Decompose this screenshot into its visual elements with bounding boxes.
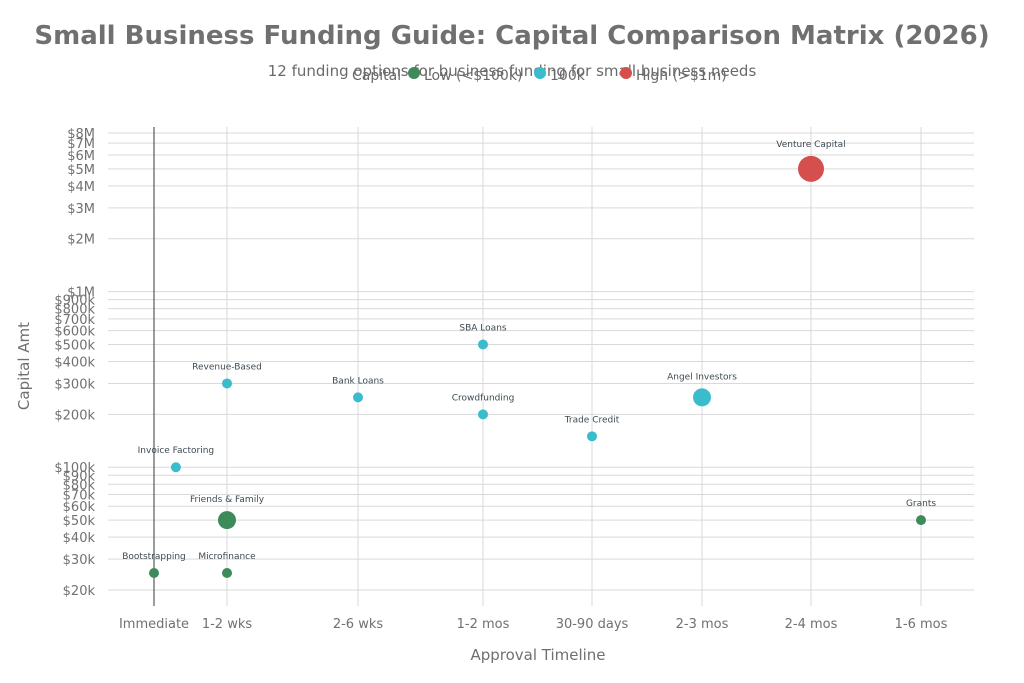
legend-swatch-mid — [534, 67, 546, 79]
y-tick-label: $200k — [54, 408, 95, 423]
y-tick-label: $30k — [63, 553, 96, 568]
data-label: Bank Loans — [332, 376, 384, 386]
x-tick-label: 30-90 days — [556, 617, 629, 632]
data-points — [149, 155, 926, 578]
chart-title: Small Business Funding Guide: Capital Co… — [34, 21, 989, 51]
y-axis-title: Capital Amt — [15, 322, 33, 410]
legend-swatch-low — [408, 67, 420, 79]
data-point — [587, 431, 597, 442]
data-label: Friends & Family — [190, 495, 265, 505]
y-tick-label: $400k — [54, 356, 95, 371]
x-tick-label: 2-6 wks — [333, 617, 384, 632]
x-axis-title: Approval Timeline — [470, 646, 605, 664]
x-axis-ticks: Immediate 1-2 wks 2-6 wks 1-2 mos 30-90 days… — [119, 617, 948, 632]
y-tick-label: $1M — [67, 286, 95, 301]
data-label: Bootstrapping — [122, 552, 186, 562]
y-tick-label: $90k — [63, 469, 96, 484]
data-point — [478, 339, 488, 350]
legend-label-low: Low (<$100k) — [424, 68, 522, 84]
data-label: Invoice Factoring — [138, 446, 215, 456]
legend-title: Capital — [352, 68, 401, 84]
data-point — [222, 378, 232, 389]
y-tick-label: $2M — [67, 233, 95, 248]
y-tick-label: $3M — [67, 202, 95, 217]
x-tick-label: 1-6 mos — [895, 617, 948, 632]
data-label: Venture Capital — [776, 140, 845, 150]
data-point — [353, 392, 363, 403]
x-tick-label: 1-2 wks — [202, 617, 253, 632]
data-label: Microfinance — [198, 552, 256, 562]
data-label: Grants — [906, 499, 936, 509]
data-point — [222, 567, 232, 578]
data-point — [170, 462, 181, 473]
y-tick-label: $6M — [67, 149, 95, 164]
y-tick-label: $100k — [54, 461, 95, 476]
y-tick-label: $800k — [54, 303, 95, 318]
data-label: Revenue-Based — [192, 362, 262, 372]
x-tick-label: Immediate — [119, 617, 189, 632]
y-axis-ticks: $20k $30k $40k $50k$60k$70k$80k$90k$100k $20… — [54, 127, 95, 599]
legend-swatch-high — [620, 67, 632, 79]
data-label: Crowdfunding — [452, 393, 515, 403]
x-tick-label: 1-2 mos — [457, 617, 510, 632]
legend-label-mid: 100k — [550, 68, 586, 84]
y-tick-label: $80k — [63, 478, 96, 493]
y-tick-label: $4M — [67, 180, 95, 195]
data-point — [798, 155, 824, 182]
legend: Capital Low (<$100k) 100k High (>$1m) — [352, 67, 727, 84]
y-tick-label: $40k — [63, 531, 96, 546]
x-tick-label: 2-3 mos — [676, 617, 729, 632]
y-tick-label: $20k — [63, 584, 96, 599]
y-tick-label: $500k — [54, 338, 95, 353]
x-tick-label: 2-4 mos — [785, 617, 838, 632]
legend-label-high: High (>$1m) — [636, 68, 727, 84]
data-point — [693, 388, 711, 407]
data-point — [478, 409, 488, 420]
grid — [108, 127, 974, 606]
data-label: SBA Loans — [459, 323, 506, 333]
y-tick-label: $300k — [54, 377, 95, 392]
y-tick-label: $7M — [67, 137, 95, 152]
y-tick-label: $50k — [63, 514, 96, 529]
data-point — [916, 515, 926, 526]
y-tick-label: $700k — [54, 313, 95, 328]
data-point — [149, 567, 159, 578]
y-tick-label: $70k — [63, 488, 96, 503]
y-tick-label: $60k — [63, 500, 96, 515]
data-label: Angel Investors — [667, 372, 737, 382]
data-labels: Bootstrapping Invoice Factoring Microfinan… — [122, 140, 936, 562]
y-tick-label: $8M — [67, 127, 95, 142]
data-label: Trade Credit — [564, 415, 620, 425]
chart-subtitle: 12 funding options for business funding … — [268, 62, 757, 80]
y-tick-label: $5M — [67, 163, 95, 178]
y-tick-label: $600k — [54, 325, 95, 340]
y-tick-label: $900k — [54, 294, 95, 309]
data-point — [218, 511, 236, 530]
